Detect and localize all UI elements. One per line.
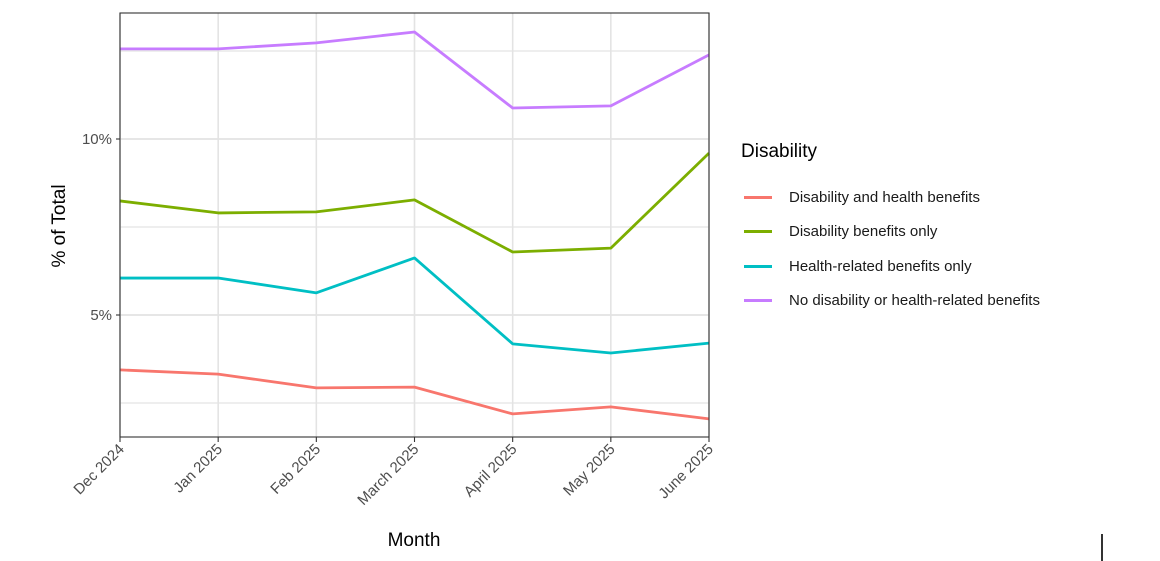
- legend-item: Disability benefits only: [741, 215, 1040, 250]
- series-line-4: [120, 30, 710, 110]
- legend-title: Disability: [741, 141, 818, 162]
- x-tick-label: Dec 2024: [70, 441, 127, 498]
- legend-key-red: [744, 195, 772, 199]
- x-tick-label: March 2025: [354, 441, 422, 509]
- legend-label: Disability and health benefits: [789, 188, 980, 206]
- series-line-1: [119, 368, 710, 421]
- x-tick-label: Feb 2025: [267, 441, 324, 498]
- legend-label: Disability benefits only: [789, 223, 938, 241]
- legend-item: Health-related benefits only: [741, 249, 1040, 284]
- series-line-2: [119, 152, 710, 254]
- legend-key-teal: [744, 264, 772, 268]
- legend-item: No disability or health-related benefits: [741, 284, 1040, 319]
- y-axis-title: % of Total: [49, 184, 70, 267]
- legend-key-purple: [744, 299, 772, 303]
- y-tick-label: 10%: [82, 131, 112, 148]
- x-tick-label: May 2025: [560, 441, 619, 500]
- legend-label: Health-related benefits only: [789, 257, 972, 275]
- legend-key-green: [744, 230, 772, 234]
- series-line-3: [120, 256, 710, 355]
- x-tick-label: June 2025: [655, 441, 717, 503]
- legend-label: No disability or health-related benefits: [789, 292, 1040, 310]
- x-axis-title: Month: [388, 530, 441, 551]
- y-tick-label: 5%: [90, 307, 112, 324]
- x-tick-label: Jan 2025: [170, 441, 226, 497]
- legend-item: Disability and health benefits: [741, 180, 1040, 215]
- axes: 5% 10% Dec 2024 Jan 2025 Feb 2025 March 2025 A…: [70, 131, 716, 509]
- legend: Disability Disability and health benefit…: [741, 140, 1040, 318]
- series-lines: [119, 30, 710, 421]
- x-tick-label: April 2025: [461, 441, 521, 501]
- text-cursor: [1101, 534, 1103, 561]
